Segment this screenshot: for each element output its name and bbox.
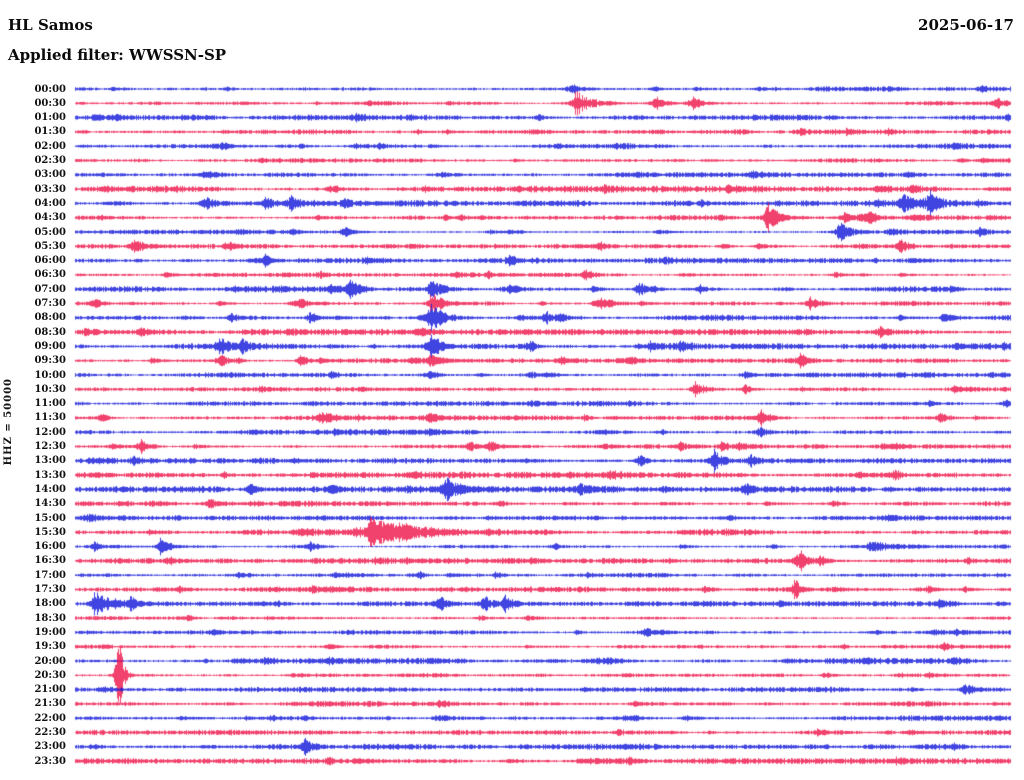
station-name: HL Samos: [8, 16, 93, 34]
y-axis-channel-scale-label: HHZ = 50000: [3, 378, 14, 466]
date-label: 2025-06-17: [918, 16, 1014, 34]
filter-label: Applied filter: WWSSN-SP: [8, 46, 227, 64]
